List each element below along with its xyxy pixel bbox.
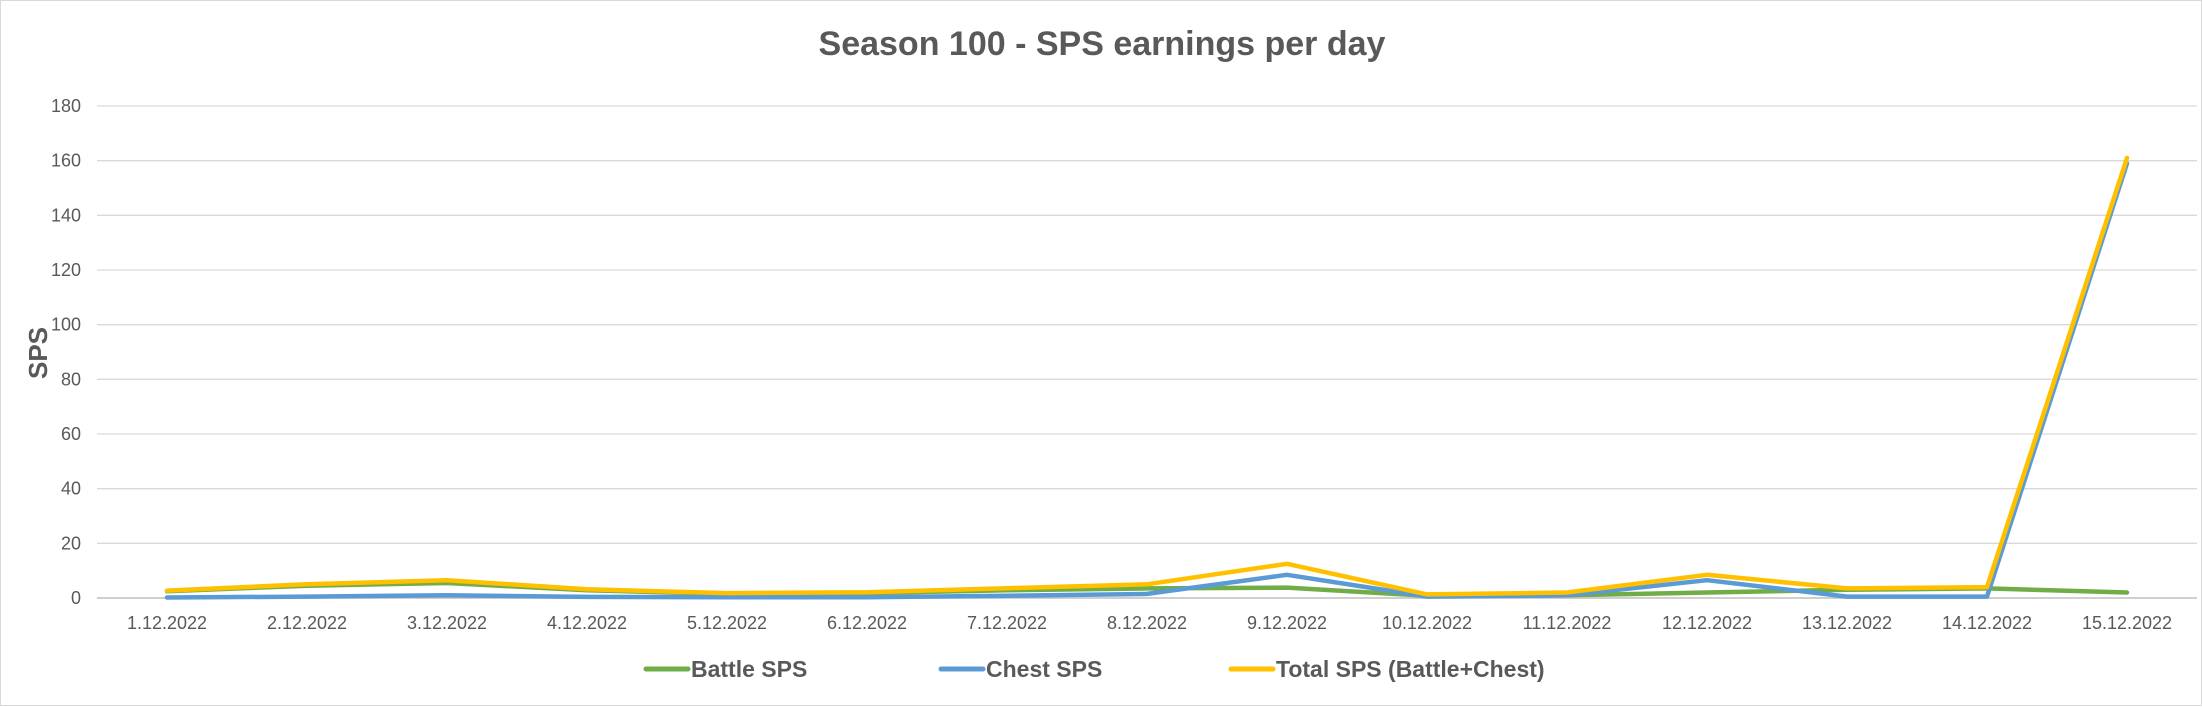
y-tick-label: 120 xyxy=(51,260,81,280)
x-tick-label: 14.12.2022 xyxy=(1942,613,2032,633)
series-line xyxy=(167,163,2127,597)
x-tick-label: 15.12.2022 xyxy=(2082,613,2172,633)
x-tick-label: 13.12.2022 xyxy=(1802,613,1892,633)
series-lines xyxy=(167,158,2127,598)
y-tick-label: 20 xyxy=(61,533,81,553)
legend-item: Total SPS (Battle+Chest) xyxy=(1231,656,1545,682)
x-tick-label: 5.12.2022 xyxy=(687,613,767,633)
y-tick-label: 60 xyxy=(61,424,81,444)
legend-item: Chest SPS xyxy=(941,656,1102,682)
y-tick-label: 180 xyxy=(51,96,81,116)
x-tick-label: 4.12.2022 xyxy=(547,613,627,633)
series-chest-sps xyxy=(167,163,2127,597)
legend: Battle SPS Chest SPS Total SPS (Battle+Che… xyxy=(646,656,1545,682)
y-tick-label: 100 xyxy=(51,315,81,335)
legend-label: Battle SPS xyxy=(691,656,807,682)
x-tick-label: 11.12.2022 xyxy=(1523,613,1612,633)
x-axis-ticks: 1.12.2022 2.12.2022 3.12.2022 4.12.2022 5.12… xyxy=(127,613,2172,633)
series-total-sps-battle-chest xyxy=(167,158,2127,595)
series-line xyxy=(167,158,2127,595)
legend-item: Battle SPS xyxy=(646,656,807,682)
chart-title: Season 100 - SPS earnings per day xyxy=(819,25,1386,63)
y-tick-label: 0 xyxy=(71,588,81,608)
y-tick-label: 140 xyxy=(51,205,81,225)
x-tick-label: 8.12.2022 xyxy=(1107,613,1187,633)
y-tick-label: 160 xyxy=(51,151,81,171)
x-tick-label: 10.12.2022 xyxy=(1382,613,1472,633)
y-axis-ticks: 0 20 40 60 80 100 120 140 160 180 xyxy=(51,96,81,608)
x-tick-label: 7.12.2022 xyxy=(967,613,1047,633)
x-tick-label: 12.12.2022 xyxy=(1662,613,1752,633)
x-tick-label: 3.12.2022 xyxy=(407,613,487,633)
x-tick-label: 9.12.2022 xyxy=(1247,613,1327,633)
gridlines xyxy=(97,106,2197,598)
x-tick-label: 1.12.2022 xyxy=(127,613,207,633)
legend-label: Chest SPS xyxy=(986,656,1102,682)
y-axis-title: SPS xyxy=(23,327,53,379)
legend-label: Total SPS (Battle+Chest) xyxy=(1276,656,1545,682)
x-tick-label: 6.12.2022 xyxy=(827,613,907,633)
y-tick-label: 40 xyxy=(61,479,81,499)
y-tick-label: 80 xyxy=(61,369,81,389)
x-tick-label: 2.12.2022 xyxy=(267,613,347,633)
